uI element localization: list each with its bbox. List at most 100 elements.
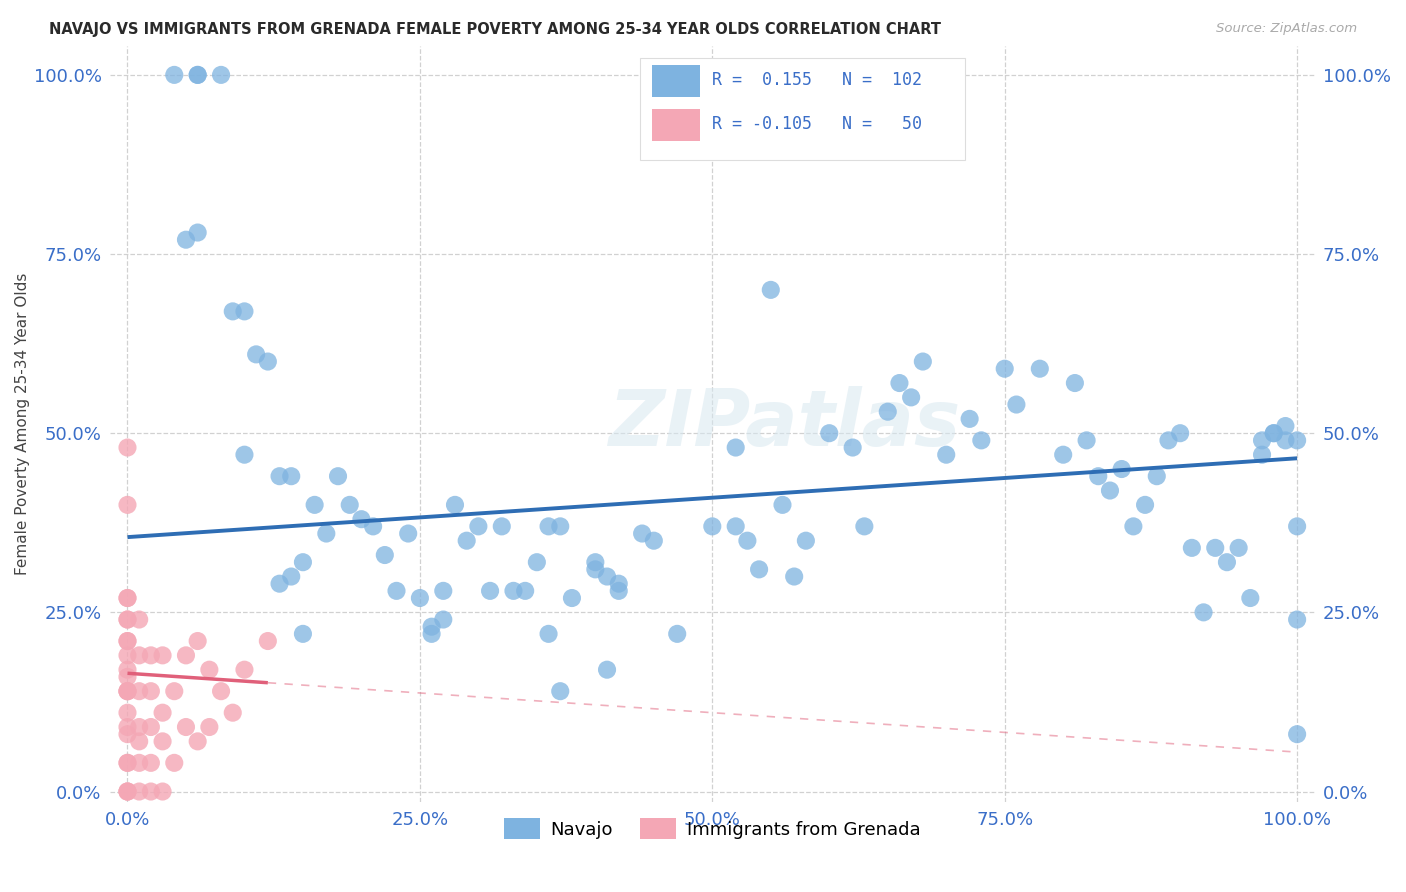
Point — [876, 405, 898, 419]
Point — [1076, 434, 1098, 448]
Point — [548, 519, 571, 533]
Point — [1274, 419, 1296, 434]
Point — [291, 627, 314, 641]
Point — [1239, 591, 1261, 605]
Point — [117, 684, 139, 698]
FancyBboxPatch shape — [652, 109, 700, 141]
Point — [548, 684, 571, 698]
Point — [117, 684, 139, 698]
Point — [583, 555, 606, 569]
Point — [724, 441, 747, 455]
Text: R =  0.155   N =  102: R = 0.155 N = 102 — [713, 71, 922, 89]
Point — [537, 519, 560, 533]
Point — [139, 784, 162, 798]
Point — [889, 376, 911, 390]
Point — [139, 720, 162, 734]
Point — [163, 68, 186, 82]
Point — [128, 720, 150, 734]
Legend: Navajo, Immigrants from Grenada: Navajo, Immigrants from Grenada — [496, 811, 928, 847]
Point — [174, 720, 197, 734]
Point — [959, 412, 981, 426]
Point — [748, 562, 770, 576]
Point — [233, 663, 256, 677]
Point — [783, 569, 806, 583]
Point — [1064, 376, 1087, 390]
Point — [222, 304, 245, 318]
Point — [198, 720, 221, 734]
Point — [432, 613, 454, 627]
Point — [304, 498, 326, 512]
Point — [456, 533, 478, 548]
Point — [643, 533, 665, 548]
Point — [596, 663, 619, 677]
Point — [561, 591, 583, 605]
Point — [1168, 426, 1191, 441]
Point — [117, 663, 139, 677]
Point — [935, 448, 957, 462]
Point — [209, 684, 232, 698]
Point — [1122, 519, 1144, 533]
Point — [187, 734, 209, 748]
Point — [1052, 448, 1074, 462]
Point — [187, 68, 209, 82]
Point — [350, 512, 373, 526]
Point — [526, 555, 548, 569]
Point — [326, 469, 349, 483]
Point — [502, 583, 524, 598]
Point — [1286, 613, 1309, 627]
Point — [666, 627, 689, 641]
Point — [794, 533, 817, 548]
Point — [1286, 434, 1309, 448]
Point — [117, 441, 139, 455]
Point — [117, 727, 139, 741]
Point — [209, 68, 232, 82]
Point — [841, 441, 863, 455]
Point — [117, 684, 139, 698]
Point — [280, 469, 302, 483]
Point — [291, 555, 314, 569]
Point — [818, 426, 841, 441]
Point — [315, 526, 337, 541]
Point — [772, 498, 794, 512]
Point — [117, 720, 139, 734]
Point — [631, 526, 654, 541]
Point — [702, 519, 724, 533]
Point — [1181, 541, 1204, 555]
Point — [152, 734, 174, 748]
Point — [117, 670, 139, 684]
Point — [187, 226, 209, 240]
Point — [117, 784, 139, 798]
Point — [257, 634, 280, 648]
Point — [198, 663, 221, 677]
Point — [117, 756, 139, 770]
Point — [420, 627, 443, 641]
Point — [174, 648, 197, 663]
Point — [128, 684, 150, 698]
Point — [187, 634, 209, 648]
Point — [139, 756, 162, 770]
Point — [1227, 541, 1250, 555]
Point — [385, 583, 408, 598]
Point — [269, 576, 291, 591]
Point — [128, 648, 150, 663]
Point — [233, 304, 256, 318]
Point — [1263, 426, 1285, 441]
Point — [583, 562, 606, 576]
Point — [479, 583, 502, 598]
Point — [187, 68, 209, 82]
Point — [432, 583, 454, 598]
Point — [396, 526, 419, 541]
Point — [174, 233, 197, 247]
Point — [900, 390, 922, 404]
Point — [1098, 483, 1121, 498]
Point — [117, 706, 139, 720]
Text: Source: ZipAtlas.com: Source: ZipAtlas.com — [1216, 22, 1357, 36]
Point — [152, 706, 174, 720]
Text: R = -0.105   N =   50: R = -0.105 N = 50 — [713, 115, 922, 133]
Point — [163, 684, 186, 698]
Point — [444, 498, 467, 512]
Text: ZIPatlas: ZIPatlas — [609, 386, 960, 462]
Point — [163, 756, 186, 770]
Point — [117, 591, 139, 605]
Point — [409, 591, 432, 605]
